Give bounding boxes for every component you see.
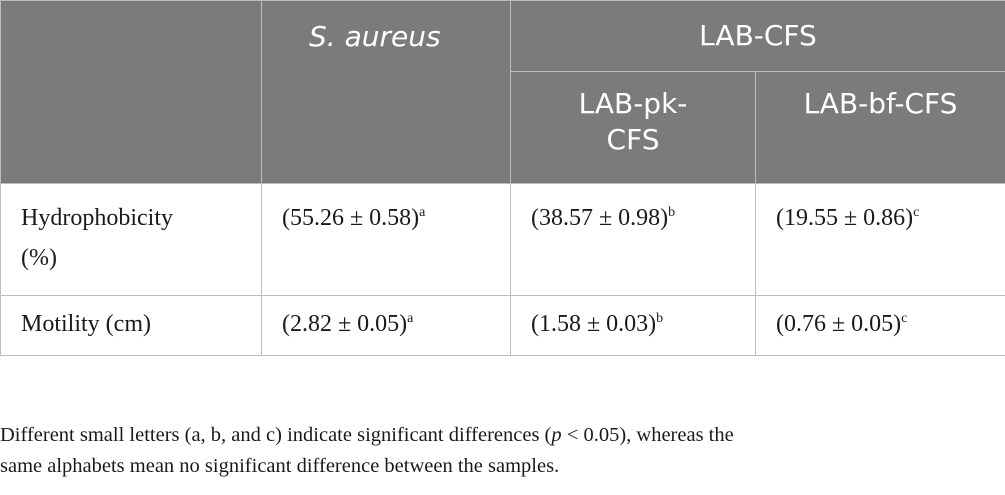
header-row-2: LAB-pk- CFS LAB-bf-CFS bbox=[1, 71, 1005, 184]
cell-value: (38.57 ± 0.98) bbox=[531, 205, 669, 231]
table-row: Motility (cm) (2.82 ± 0.05)a (1.58 ± 0.0… bbox=[0, 295, 1005, 356]
cell-significance-letter: b bbox=[668, 205, 676, 220]
cell-significance-letter: a bbox=[419, 205, 426, 220]
row-label-line1: Hydrophobicity bbox=[21, 205, 173, 231]
header-lab-pk-cfs-line1: LAB-pk- bbox=[578, 87, 688, 120]
header-row-1: S. aureus LAB-CFS bbox=[0, 0, 1005, 184]
cell-motility-s-aureus: (2.82 ± 0.05)a bbox=[261, 295, 511, 356]
cell-value: (2.82 ± 0.05) bbox=[282, 311, 408, 337]
cell-significance-letter: a bbox=[407, 311, 414, 326]
cell-significance-letter: c bbox=[913, 205, 920, 220]
header-lab-pk-cfs-line2: CFS bbox=[606, 123, 660, 156]
header-lab-pk-cfs: LAB-pk- CFS bbox=[510, 71, 756, 184]
cell-value: (0.76 ± 0.05) bbox=[776, 311, 902, 337]
footnote-part1: Different small letters (a, b, and c) in… bbox=[0, 424, 552, 446]
header-lab-bf-cfs: LAB-bf-CFS bbox=[755, 71, 1005, 184]
data-table: S. aureus LAB-CFS LAB-pk- CFS LAB-bf-CFS… bbox=[0, 0, 1005, 356]
footnote-line2: same alphabets mean no significant diffe… bbox=[0, 455, 560, 477]
cell-motility-lab-pk-cfs: (1.58 ± 0.03)b bbox=[510, 295, 756, 356]
cell-significance-letter: b bbox=[656, 311, 664, 326]
header-empty-cell bbox=[0, 0, 262, 184]
table-footnote: Different small letters (a, b, and c) in… bbox=[0, 420, 1000, 482]
cell-hydrophobicity-s-aureus: (55.26 ± 0.58)a bbox=[261, 183, 511, 296]
footnote-p-symbol: p bbox=[551, 424, 562, 446]
cell-value: (1.58 ± 0.03) bbox=[531, 311, 657, 337]
row-label-motility: Motility (cm) bbox=[0, 295, 262, 356]
footnote-part2: < 0.05), whereas the bbox=[561, 424, 734, 446]
table-row: Hydrophobicity (%) (55.26 ± 0.58)a (38.5… bbox=[0, 183, 1005, 296]
row-label-line2: (%) bbox=[21, 245, 57, 271]
cell-hydrophobicity-lab-pk-cfs: (38.57 ± 0.98)b bbox=[510, 183, 756, 296]
header-lab-cfs-group: LAB-CFS bbox=[510, 0, 1005, 72]
cell-value: (19.55 ± 0.86) bbox=[776, 205, 914, 231]
header-s-aureus: S. aureus bbox=[261, 0, 511, 184]
cell-motility-lab-bf-cfs: (0.76 ± 0.05)c bbox=[755, 295, 1005, 356]
row-label-hydrophobicity: Hydrophobicity (%) bbox=[0, 183, 262, 296]
cell-significance-letter: c bbox=[901, 311, 908, 326]
cell-hydrophobicity-lab-bf-cfs: (19.55 ± 0.86)c bbox=[755, 183, 1005, 296]
cell-value: (55.26 ± 0.58) bbox=[282, 205, 420, 231]
